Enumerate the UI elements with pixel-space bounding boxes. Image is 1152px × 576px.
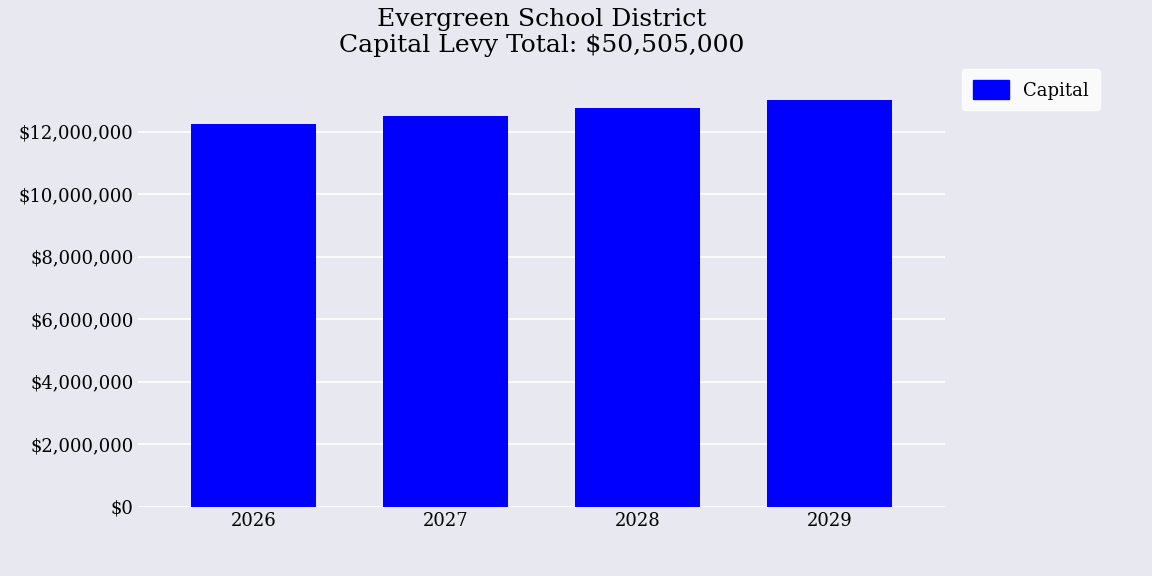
Bar xyxy=(382,116,508,507)
Bar xyxy=(575,108,699,507)
Title: Evergreen School District
Capital Levy Total: $50,505,000: Evergreen School District Capital Levy T… xyxy=(339,8,744,58)
Bar xyxy=(767,100,892,507)
Legend: Capital: Capital xyxy=(962,69,1100,111)
Bar xyxy=(191,124,316,507)
